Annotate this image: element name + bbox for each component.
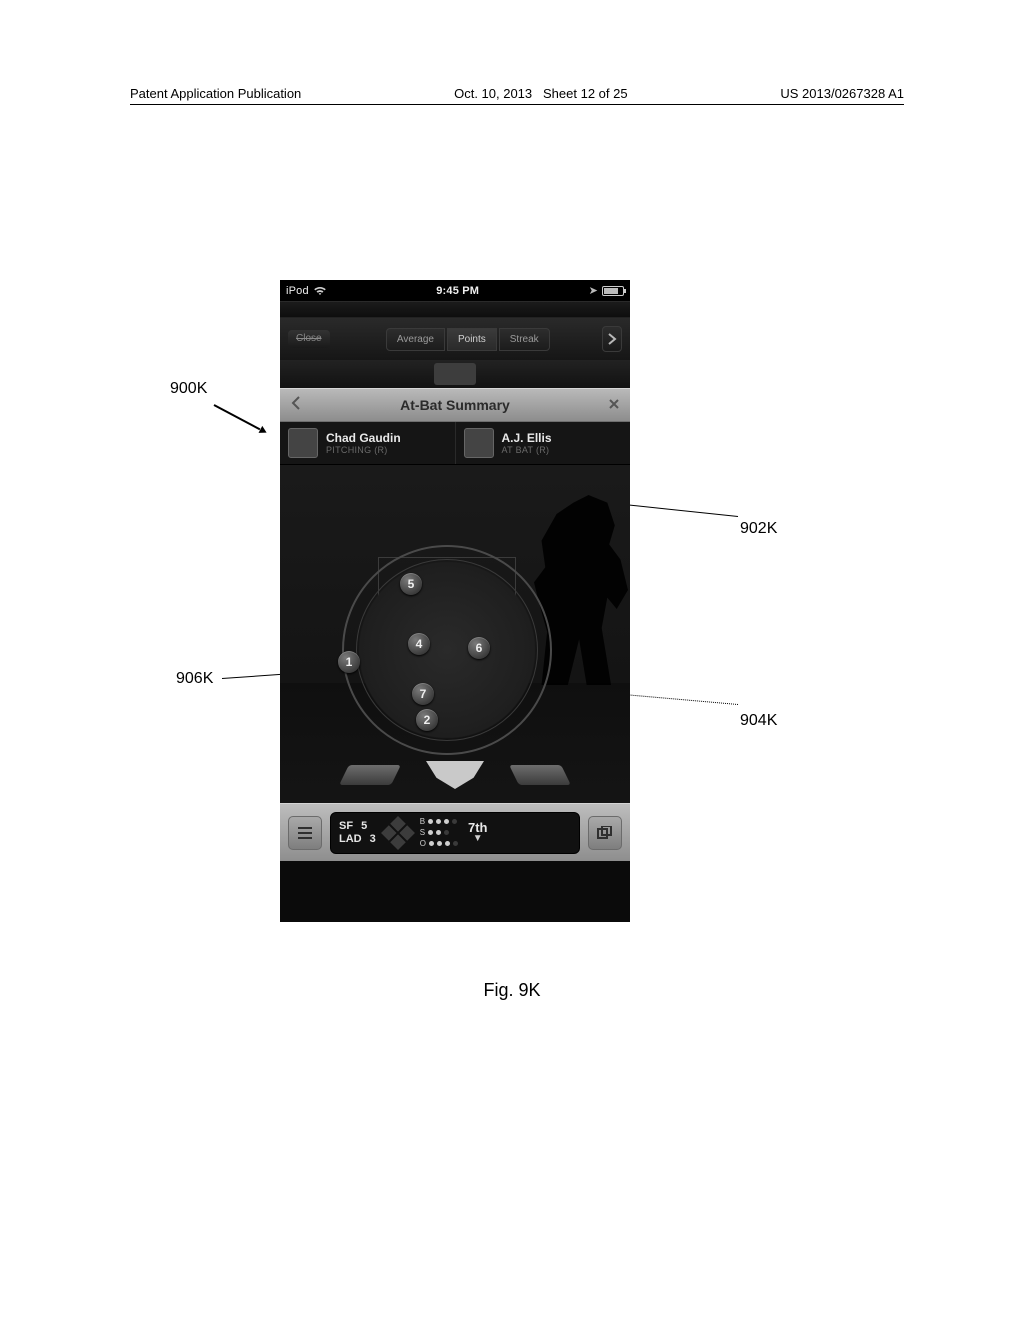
- bso-line: O: [420, 839, 458, 848]
- back-button[interactable]: [290, 396, 302, 415]
- avatar: [464, 428, 494, 458]
- batter-box-left: [339, 765, 401, 785]
- pitch-marker[interactable]: 2: [416, 709, 438, 731]
- panel-header: At-Bat Summary: [280, 388, 630, 422]
- sheet-number: Sheet 12 of 25: [543, 86, 628, 101]
- callout-906k: 906K: [176, 670, 213, 688]
- inning-indicator: 7th ▼: [468, 821, 488, 844]
- publication-label: Patent Application Publication: [130, 86, 301, 101]
- clock: 9:45 PM: [436, 285, 479, 297]
- bso-dot: [437, 841, 442, 846]
- callout-900k: 900K: [170, 380, 207, 398]
- bso-line: B: [420, 817, 458, 826]
- bso-counts: BSO: [420, 817, 458, 848]
- pitch-marker[interactable]: 4: [408, 633, 430, 655]
- panel-close-button[interactable]: [608, 397, 620, 413]
- game-bottom-bar: SF 5 LAD 3 BSO 7th ▼: [280, 803, 630, 861]
- tab-points[interactable]: Points: [447, 328, 497, 351]
- copy-icon: [597, 826, 613, 840]
- pitch-zone-circle: [342, 545, 552, 755]
- pitch-marker[interactable]: 7: [412, 683, 434, 705]
- date-sheet: Oct. 10, 2013 Sheet 12 of 25: [454, 86, 627, 101]
- bso-dot: [453, 841, 458, 846]
- chevron-left-icon: [290, 396, 302, 410]
- batter-box-right: [509, 765, 571, 785]
- location-icon: ➤: [589, 284, 598, 297]
- leader-902k: [621, 504, 738, 517]
- tab-streak[interactable]: Streak: [499, 328, 550, 351]
- home-abbr: LAD: [339, 833, 362, 845]
- inning-half-icon: ▼: [473, 834, 483, 844]
- home-plate-icon: [426, 761, 484, 789]
- score-pill[interactable]: SF 5 LAD 3 BSO 7th ▼: [330, 812, 580, 854]
- bso-label: B: [420, 817, 425, 826]
- close-button[interactable]: Close: [288, 330, 330, 348]
- pitch-marker[interactable]: 1: [338, 651, 360, 673]
- document-number: US 2013/0267328 A1: [780, 86, 904, 101]
- pitcher-role: PITCHING (R): [326, 445, 401, 455]
- bases-diamond-icon: [381, 816, 415, 850]
- pitcher-card[interactable]: Chad Gaudin PITCHING (R): [280, 422, 456, 464]
- list-button[interactable]: [288, 816, 322, 850]
- callout-902k: 902K: [740, 520, 777, 538]
- away-runs: 5: [361, 820, 367, 832]
- bso-dot: [444, 830, 449, 835]
- bso-dot: [428, 830, 433, 835]
- bso-label: S: [420, 828, 425, 837]
- page-header: Patent Application Publication Oct. 10, …: [0, 86, 1024, 101]
- bso-line: S: [420, 828, 458, 837]
- home-plate-row: [280, 753, 630, 797]
- pitch-marker[interactable]: 6: [468, 637, 490, 659]
- tab-average[interactable]: Average: [386, 328, 445, 351]
- phone-screen: iPod 9:45 PM ➤ Close Average Points Stre…: [280, 280, 630, 922]
- pitcher-name: Chad Gaudin: [326, 431, 401, 445]
- carrier-label: iPod: [286, 285, 309, 297]
- bso-dot: [429, 841, 434, 846]
- wifi-icon: [313, 285, 327, 296]
- pitch-field: 1 2 4 5 6 7 SF 5 LAD 3: [280, 465, 630, 861]
- matchup-row: Chad Gaudin PITCHING (R) A.J. Ellis AT B…: [280, 422, 630, 465]
- header-rule: [130, 104, 904, 105]
- figure-caption: Fig. 9K: [0, 980, 1024, 1001]
- battery-icon: [602, 286, 624, 296]
- pitch-marker[interactable]: 5: [400, 573, 422, 595]
- multiview-button[interactable]: [588, 816, 622, 850]
- arrowhead-900k: [259, 426, 269, 436]
- bso-dot: [452, 819, 457, 824]
- avatar: [288, 428, 318, 458]
- leader-900k: [214, 404, 261, 430]
- home-runs: 3: [370, 833, 376, 845]
- bso-dot: [436, 819, 441, 824]
- bso-dot: [444, 819, 449, 824]
- batter-name: A.J. Ellis: [502, 431, 552, 445]
- status-bar: iPod 9:45 PM ➤: [280, 280, 630, 302]
- preview-strip: [280, 360, 630, 388]
- bso-dot: [428, 819, 433, 824]
- bso-dot: [436, 830, 441, 835]
- top-tabs: Close Average Points Streak: [280, 318, 630, 360]
- bso-label: O: [420, 839, 426, 848]
- linescore: SF 5 LAD 3: [339, 820, 376, 845]
- chevron-right-icon: [607, 333, 617, 345]
- panel-title: At-Bat Summary: [400, 397, 510, 413]
- batter-role: AT BAT (R): [502, 445, 552, 455]
- list-icon: [297, 826, 313, 840]
- points-subbar: [280, 302, 630, 318]
- bso-dot: [445, 841, 450, 846]
- away-abbr: SF: [339, 820, 353, 832]
- publication-date: Oct. 10, 2013: [454, 86, 532, 101]
- callout-904k: 904K: [740, 712, 777, 730]
- tabs-forward-button[interactable]: [602, 326, 622, 352]
- close-icon: [608, 398, 620, 410]
- batter-card[interactable]: A.J. Ellis AT BAT (R): [456, 422, 631, 464]
